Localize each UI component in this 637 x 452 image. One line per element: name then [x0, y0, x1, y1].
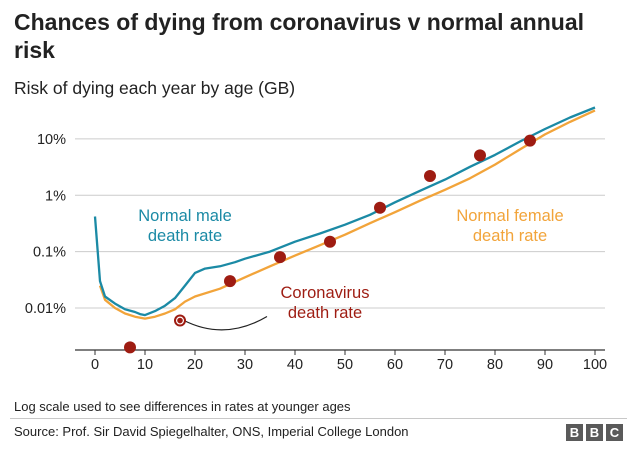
x-tick-label: 70	[437, 357, 453, 373]
series-annotation-label: Normal female	[456, 207, 563, 225]
y-tick-label: 1%	[45, 188, 66, 204]
x-tick-label: 40	[287, 357, 303, 373]
coronavirus-point	[374, 201, 386, 214]
x-tick-label: 100	[583, 357, 607, 373]
y-tick-label: 10%	[37, 132, 66, 148]
coronavirus-point	[274, 251, 286, 264]
coronavirus-point	[474, 149, 486, 162]
coronavirus-point	[324, 235, 336, 248]
bbc-logo-letter: C	[606, 424, 623, 441]
x-tick-label: 60	[387, 357, 403, 373]
bbc-logo-letter: B	[586, 424, 603, 441]
coronavirus-point	[177, 317, 183, 324]
x-tick-label: 20	[187, 357, 203, 373]
female-death-rate-line	[98, 109, 596, 320]
source-text: Source: Prof. Sir David Spiegelhalter, O…	[14, 424, 409, 439]
footnote: Log scale used to see differences in rat…	[14, 399, 351, 414]
chart-subtitle: Risk of dying each year by age (GB)	[14, 78, 296, 98]
coronavirus-point	[124, 341, 136, 354]
chart-title: Chances of dying from coronavirus v norm…	[14, 9, 585, 63]
bbc-logo-letter: B	[566, 424, 583, 441]
x-tick-label: 10	[137, 357, 153, 373]
y-tick-label: 0.1%	[33, 245, 66, 261]
series-annotation-label: Normal male	[138, 207, 232, 225]
male-death-rate-line	[93, 106, 596, 317]
x-tick-label: 80	[487, 357, 503, 373]
x-tick-label: 30	[237, 357, 253, 373]
x-tick-label: 50	[337, 357, 353, 373]
x-tick-label: 90	[537, 357, 553, 373]
footer-divider	[10, 418, 627, 419]
series-annotation-label: death rate	[288, 304, 362, 322]
series-annotation-label: death rate	[473, 227, 547, 245]
coronavirus-point	[524, 134, 536, 147]
y-tick-label: 0.01%	[25, 301, 66, 317]
coronavirus-callout-line	[183, 316, 268, 331]
bbc-logo: B B C	[566, 424, 623, 441]
x-tick-label: 0	[91, 357, 99, 373]
coronavirus-point	[424, 169, 436, 182]
series-annotation-label: death rate	[148, 227, 222, 245]
coronavirus-point	[224, 275, 236, 288]
series-annotation-label: Coronavirus	[281, 284, 370, 302]
